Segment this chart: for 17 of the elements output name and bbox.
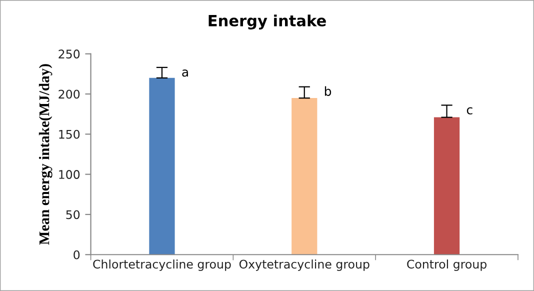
y-tick-label: 250	[58, 50, 80, 58]
x-tick-label: Chlortetracycline group	[93, 259, 231, 271]
x-tick-label: Oxytetracycline group	[239, 259, 370, 271]
y-tick-label: 200	[58, 90, 80, 99]
chart-title: Energy intake	[208, 14, 326, 30]
annotation: c	[466, 107, 472, 114]
annotation: b	[324, 86, 332, 96]
y-tick-label: 0	[74, 250, 80, 260]
y-tick-label: 150	[59, 130, 80, 139]
bar	[149, 78, 175, 255]
annotation: a	[182, 69, 188, 77]
y-axis-title: Mean energy intake(MJ/day)	[38, 64, 52, 245]
bar	[434, 117, 460, 255]
y-tick-label: 100	[59, 170, 80, 179]
bar	[292, 98, 318, 255]
x-tick-label: Control group	[407, 259, 486, 271]
y-tick-label: 50	[66, 210, 80, 220]
